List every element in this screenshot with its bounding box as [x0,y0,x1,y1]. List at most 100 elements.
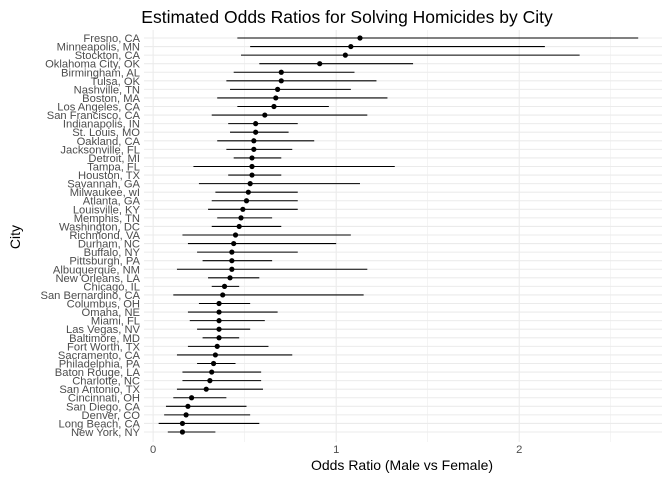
data-point [240,206,246,212]
y-tick-label: San Bernardino, CA [40,290,140,302]
data-point [220,292,226,298]
data-point [229,258,235,264]
y-tick-label: Fresno, CA [83,33,140,45]
data-point [216,309,222,315]
data-point [251,138,257,144]
data-point [247,181,253,187]
data-point [188,395,195,401]
y-tick-label: Tampa, FL [87,161,140,173]
data-point [216,335,222,341]
y-tick-label: Miami, FL [91,316,140,328]
y-tick-label: Washington, DC [59,221,140,233]
y-tick-label: Houston, TX [78,170,141,182]
x-tick-label: 1 [333,444,339,456]
y-tick-label: Sacramento, CA [58,350,141,362]
y-tick-label: New York, NY [71,427,141,439]
data-point [216,326,222,332]
y-tick-label: Tulsa, OK [91,76,141,88]
data-point [216,300,222,307]
data-point [262,112,268,118]
data-point [212,352,218,358]
y-tick-label: Charlotte, NC [72,376,140,388]
y-tick-label: Baltimore, MD [69,333,140,345]
data-point [210,360,217,367]
y-tick-label: Las Vegas, NV [66,324,141,336]
y-tick-label: Los Angeles, CA [57,102,140,114]
point-series [179,35,363,435]
data-point [203,386,209,392]
x-tick-label: 0 [150,444,156,456]
data-point [232,232,239,238]
data-point [249,163,255,170]
y-tick-label: Albuquerque, NM [53,264,140,276]
y-tick-label: San Diego, CA [66,401,141,413]
data-point [179,420,186,427]
y-tick-label: Durham, NC [78,239,140,251]
y-tick-label: Oklahoma City, OK [45,59,140,71]
data-point [249,172,255,178]
data-point [227,275,233,281]
y-tick-label: Philadelphia, PA [59,358,141,370]
data-point [275,86,281,92]
y-tick-label: Oakland, CA [77,136,141,148]
y-tick-label: Milwaukee, wI [70,187,140,199]
data-point [278,69,284,75]
data-point [273,95,279,101]
x-tick-label: 2 [516,444,522,456]
y-tick-label: Indianapolis, IN [63,119,140,131]
y-tick-label: Chicago, IL [83,281,140,293]
y-tick-label: Denver, CO [82,410,141,422]
y-tick-label: Savannah, GA [67,179,140,191]
y-tick-label: Jacksonville, FL [60,144,140,156]
data-point [253,129,259,135]
data-point [185,403,191,409]
data-point [251,146,257,152]
data-point [278,78,284,84]
data-point [271,103,277,110]
errorbar-series [158,37,639,433]
data-point [183,412,189,418]
y-tick-label: New Orleans, LA [55,273,140,285]
data-point [342,52,348,58]
x-axis-title: Odds Ratio (Male vs Female) [311,457,493,473]
data-point [245,189,251,195]
y-tick-label: St. Louis, MO [72,127,140,139]
data-point [243,198,250,204]
y-tick-label: Stockton, CA [75,50,141,62]
y-tick-label: Boston, MA [82,93,140,105]
data-point [216,318,222,324]
data-point [229,266,235,272]
data-point [207,378,213,384]
data-point [236,223,242,230]
data-point [238,215,244,221]
y-tick-label: Detroit, MI [88,153,140,165]
y-tick-label: Birmingham, AL [61,67,140,79]
chart-title: Estimated Odds Ratios for Solving Homici… [141,7,553,27]
y-tick-label: Cincinnati, OH [68,393,140,405]
y-tick-label: Nashville, TN [74,84,140,96]
data-point [209,369,215,375]
data-point [253,121,259,127]
data-point [357,35,363,41]
y-tick-label: Columbus, OH [67,299,140,311]
y-tick-label: San Francisco, CA [47,110,141,122]
data-point [231,240,237,247]
data-point [348,43,354,50]
y-tick-label: Louisville, KY [73,204,141,216]
data-point [179,429,186,435]
y-tick-label: Pittsburgh, PA [69,256,140,268]
y-tick-label: Buffalo, NY [84,247,141,259]
y-axis-title: City [7,225,23,249]
y-tick-label: Omaha, NE [82,307,140,319]
y-tick-label: San Antonio, TX [59,384,140,396]
y-tick-label: Atlanta, GA [83,196,141,208]
y-tick-label: Memphis, TN [74,213,140,225]
y-tick-label: Richmond, VA [69,230,140,242]
data-point [214,343,220,349]
data-point [229,249,235,255]
data-point [221,283,228,289]
y-tick-label: Baton Rouge, LA [55,367,141,379]
y-tick-label: Minneapolis, MN [57,42,140,54]
